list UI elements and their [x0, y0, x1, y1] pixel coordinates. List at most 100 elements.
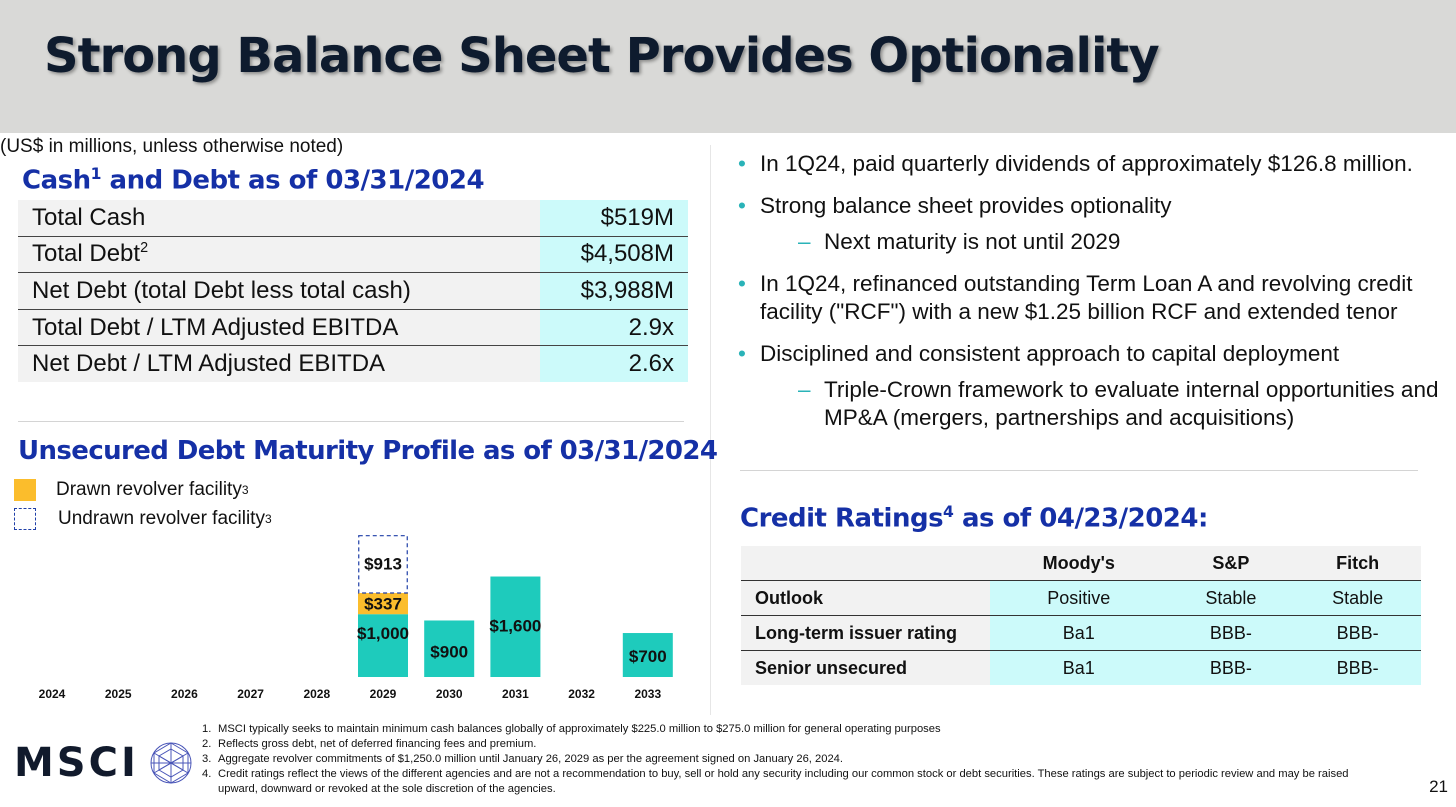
- x-tick-label: 2032: [568, 687, 595, 701]
- sub-bullet-item: – Triple-Crown framework to evaluate inte…: [738, 376, 1448, 432]
- cash-debt-table: Total Cash $519M Total Debt2 $4,508M Net Deb…: [18, 200, 688, 382]
- page-title: Strong Balance Sheet Provides Optionalit…: [44, 28, 1160, 84]
- bar-drawn-2029: [358, 593, 408, 615]
- ratings-header-row: Moody's S&P Fitch: [741, 546, 1421, 581]
- ratings-cell: Stable: [1294, 580, 1421, 616]
- legend-undrawn-label: Undrawn revolver facility: [58, 508, 265, 529]
- cash-row-value: $519M: [540, 200, 688, 237]
- msci-logo: MSCI: [14, 740, 193, 786]
- ratings-cell: BBB-: [1294, 615, 1421, 651]
- col-moodys: Moody's: [990, 546, 1168, 581]
- ratings-cell: Ba1: [990, 650, 1168, 685]
- right-divider: [740, 470, 1418, 471]
- credit-ratings-table: Moody's S&P Fitch Outlook Positive Stable S…: [741, 546, 1421, 685]
- cash-label-text: Total Debt: [32, 240, 141, 268]
- ratings-cell: BBB-: [1167, 650, 1295, 685]
- cash-row-label: Total Debt / LTM Adjusted EBITDA: [18, 309, 540, 347]
- title-banner: Strong Balance Sheet Provides Optionalit…: [0, 0, 1456, 133]
- footnote-number: 3.: [202, 753, 212, 765]
- ratings-corner: [741, 546, 990, 581]
- bullet-item: • Strong balance sheet provides optionali…: [738, 192, 1448, 220]
- x-tick-label: 2030: [436, 687, 463, 701]
- footnote-number: 4.: [202, 768, 212, 780]
- ratings-cell: Positive: [990, 580, 1168, 616]
- maturity-chart: 2024 2025 2026 2027 2028 2029 2030 2031 2032 2033…: [39, 535, 673, 701]
- footnotes: 1. MSCI typically seeks to maintain minim…: [202, 722, 1382, 797]
- cash-row-label: Total Cash: [18, 200, 540, 237]
- footnote: 2. Reflects gross debt, net of deferred f…: [202, 737, 1382, 752]
- x-tick-label: 2025: [105, 687, 132, 701]
- cash-row-value: 2.6x: [540, 345, 688, 382]
- data-label: $1,600: [489, 617, 541, 636]
- ratings-cell: BBB-: [1294, 650, 1421, 685]
- bullet-item: • In 1Q24, refinanced outstanding Term Lo…: [738, 270, 1448, 326]
- sub-bullet-text: Triple-Crown framework to evaluate inter…: [824, 377, 1439, 430]
- bar-2030: [424, 620, 475, 677]
- x-tick-label: 2026: [171, 687, 198, 701]
- data-label: $900: [430, 642, 468, 661]
- bar-2031: [490, 576, 541, 677]
- bar-2029: [358, 614, 408, 677]
- legend-drawn-label: Drawn revolver facility: [56, 479, 242, 500]
- bullet-dot: •: [738, 151, 746, 176]
- x-tick-label: 2028: [303, 687, 330, 701]
- bar-2033: [622, 633, 673, 677]
- ratings-row: Outlook Positive Stable Stable: [741, 580, 1421, 616]
- sub-bullet-item: – Next maturity is not until 2029: [738, 228, 1448, 256]
- cash-row-value: $4,508M: [540, 236, 688, 274]
- cash-title-rest: and Debt as of 03/31/2024: [100, 165, 485, 196]
- x-tick-label: 2024: [39, 687, 66, 701]
- footnote-number: 1.: [202, 723, 212, 735]
- col-fitch: Fitch: [1294, 546, 1421, 581]
- bullet-text: Disciplined and consistent approach to c…: [760, 341, 1340, 366]
- col-sp: S&P: [1167, 546, 1295, 581]
- footnote-number: 2.: [202, 738, 212, 750]
- footnote: 1. MSCI typically seeks to maintain minim…: [202, 722, 1382, 737]
- drawn-swatch: [14, 479, 36, 501]
- ratings-row: Senior unsecured Ba1 BBB- BBB-: [741, 650, 1421, 685]
- cash-label-text: Total Cash: [32, 203, 146, 231]
- footnote-text: Reflects gross debt, net of deferred fin…: [218, 738, 537, 750]
- key-points: • In 1Q24, paid quarterly dividends of ap…: [738, 140, 1448, 432]
- left-divider: [18, 421, 684, 422]
- ratings-row: Long-term issuer rating Ba1 BBB- BBB-: [741, 615, 1421, 651]
- ratings-title: Credit Ratings4 as of 04/23/2024:: [740, 503, 1208, 534]
- cash-title-text: Cash: [22, 165, 91, 196]
- x-tick-label: 2033: [634, 687, 661, 701]
- logo-wordmark: MSCI: [14, 740, 139, 786]
- sub-bullet-dash: –: [798, 229, 811, 254]
- data-label: $337: [364, 595, 402, 614]
- bullet-dot: •: [738, 193, 746, 218]
- bullet-text: In 1Q24, paid quarterly dividends of app…: [760, 151, 1413, 176]
- ratings-row-label: Long-term issuer rating: [741, 615, 990, 651]
- ratings-title-rest: as of 04/23/2024:: [953, 503, 1208, 534]
- data-label: $1,000: [357, 624, 409, 643]
- ratings-row-label: Senior unsecured: [741, 650, 990, 685]
- cash-row: Total Debt2 $4,508M: [18, 236, 688, 274]
- ratings-title-sup: 4: [943, 503, 954, 521]
- data-label: $913: [364, 555, 402, 574]
- bullet-item: • Disciplined and consistent approach to …: [738, 340, 1448, 368]
- column-divider: [710, 145, 711, 715]
- cash-debt-title: Cash1 and Debt as of 03/31/2024: [22, 165, 485, 196]
- legend-drawn-sup: 3: [241, 483, 249, 497]
- bullet-text: In 1Q24, refinanced outstanding Term Loa…: [760, 271, 1413, 324]
- x-tick-label: 2031: [502, 687, 529, 701]
- bullet-item: • In 1Q24, paid quarterly dividends of ap…: [738, 150, 1448, 178]
- ratings-cell: BBB-: [1167, 615, 1295, 651]
- bullet-dot: •: [738, 341, 746, 366]
- globe-icon: [150, 742, 192, 784]
- sub-bullet-dash: –: [798, 377, 811, 402]
- legend-undrawn-sup: 3: [264, 512, 272, 526]
- ratings-cell: Ba1: [990, 615, 1168, 651]
- ratings-title-text: Credit Ratings: [740, 503, 944, 534]
- cash-row: Total Debt / LTM Adjusted EBITDA 2.9x: [18, 309, 688, 347]
- cash-label-sup: 2: [140, 240, 149, 257]
- cash-row-label: Net Debt (total Debt less total cash): [18, 272, 540, 310]
- undrawn-swatch: [14, 508, 36, 530]
- sub-bullet-text: Next maturity is not until 2029: [824, 229, 1121, 254]
- cash-row: Net Debt / LTM Adjusted EBITDA 2.6x: [18, 345, 688, 382]
- footnote: 3. Aggregate revolver commitments of $1,2…: [202, 752, 1382, 767]
- data-label: $700: [629, 647, 667, 666]
- legend-undrawn: Undrawn revolver facility 3: [14, 508, 272, 530]
